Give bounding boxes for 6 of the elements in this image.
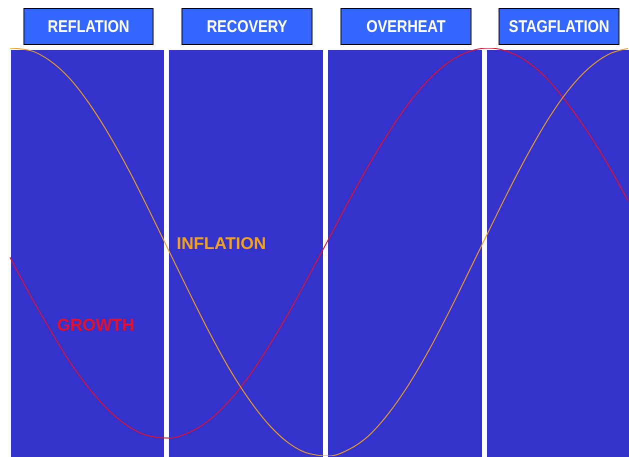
text: RECOVERY xyxy=(182,8,312,45)
series-label: GROWTH xyxy=(56,315,134,334)
text: REFLATION xyxy=(23,8,154,45)
series-label: INFLATION xyxy=(176,234,266,253)
text: STAGFLATION xyxy=(498,8,620,45)
text: OVERHEAT xyxy=(340,8,472,45)
